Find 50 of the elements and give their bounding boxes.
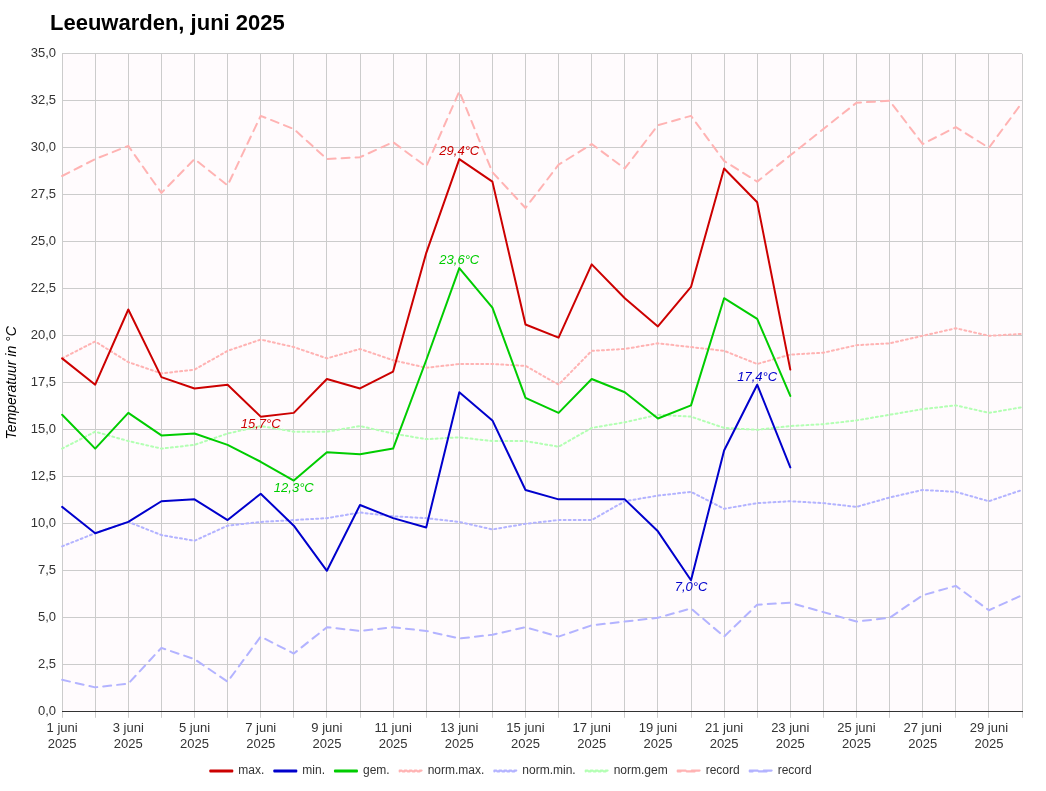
x-tick-label: 25 juni 2025 — [837, 720, 876, 751]
y-axis-title: Temperatuur in °C — [3, 325, 20, 440]
annotation: 12,3°C — [273, 479, 315, 495]
y-tick-label: 17,5 — [30, 374, 57, 390]
x-tick-label: 27 juni 2025 — [903, 720, 942, 751]
y-tick-label: 2,5 — [38, 656, 57, 672]
annotation: 23,6°C — [438, 252, 480, 268]
legend-label: min. — [302, 763, 325, 778]
x-tick-label: 11 juni 2025 — [374, 720, 412, 751]
line-series — [61, 404, 1023, 450]
y-tick-label: 22,5 — [30, 280, 57, 296]
y-tick-label: 5,0 — [38, 609, 57, 625]
annotation: 7,0°C — [674, 579, 708, 595]
legend-label: record — [777, 763, 812, 778]
x-tick-label: 13 juni 2025 — [440, 720, 479, 751]
y-tick-label: 35,0 — [30, 45, 57, 61]
annotation: 17,4°C — [737, 368, 778, 384]
y-tick-label: 32,5 — [30, 92, 57, 108]
legend-label: norm.gem — [613, 763, 668, 778]
legend-label: norm.max. — [427, 763, 485, 778]
chart-title: Leeuwarden, juni 2025 — [50, 10, 285, 36]
annotation: 15,7°C — [240, 415, 282, 431]
x-tick-label: 9 juni 2025 — [311, 720, 343, 751]
legend-label: gem. — [362, 763, 390, 778]
y-tick-label: 27,5 — [30, 186, 57, 202]
legend-label: max. — [238, 763, 265, 778]
x-tick-label: 19 juni 2025 — [638, 720, 678, 751]
x-tick-label: 7 juni 2025 — [245, 720, 277, 751]
x-tick-label: 5 juni 2025 — [178, 720, 211, 751]
y-tick-label: 0,0 — [38, 703, 57, 719]
x-tick-label: 3 juni 2025 — [112, 720, 144, 751]
x-tick-label: 21 juni 2025 — [704, 720, 744, 751]
annotation: 29,4°C — [438, 143, 480, 159]
line-series — [61, 584, 1023, 689]
x-tick-label: 15 juni 2025 — [506, 720, 545, 751]
y-tick-label: 15,0 — [30, 421, 57, 437]
y-tick-label: 20,0 — [30, 327, 57, 343]
legend-label: record — [705, 763, 740, 778]
y-tick-label: 30,0 — [30, 139, 57, 155]
y-tick-label: 12,5 — [30, 468, 57, 484]
line-series — [61, 327, 1023, 386]
y-tick-label: 7,5 — [38, 562, 57, 578]
line-series — [61, 90, 1023, 209]
x-tick-label: 23 juni 2025 — [771, 720, 810, 751]
x-tick-label: 1 juni 2025 — [46, 720, 78, 751]
x-tick-label: 29 juni 2025 — [969, 720, 1009, 751]
x-tick-label: 17 juni 2025 — [572, 720, 611, 751]
y-tick-label: 25,0 — [30, 233, 57, 249]
legend-label: norm.min. — [522, 763, 576, 778]
y-tick-label: 10,0 — [30, 515, 57, 531]
